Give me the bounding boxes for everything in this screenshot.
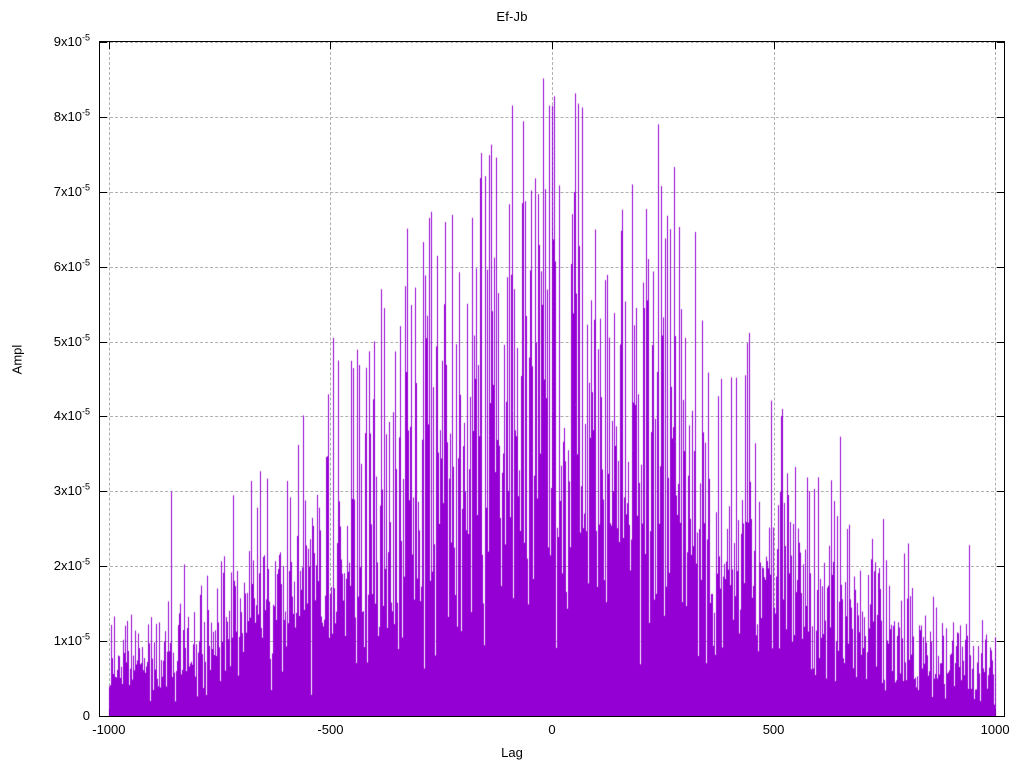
- chart-title: Ef-Jb: [496, 9, 528, 24]
- x-tick-label: 0: [548, 722, 556, 737]
- y-tick-label: 7x10-5: [53, 182, 90, 199]
- y-tick-label: 9x10-5: [53, 32, 90, 49]
- x-tick-label: 500: [762, 722, 785, 737]
- x-tick-label: 1000: [980, 722, 1010, 737]
- y-tick-label: 6x10-5: [53, 257, 90, 274]
- x-axis-title: Lag: [501, 745, 523, 760]
- y-tick-label: 2x10-5: [53, 556, 90, 574]
- plot-area: [99, 41, 1005, 717]
- y-tick-mark: [100, 716, 107, 717]
- y-tick-label: 1x10-5: [53, 631, 90, 649]
- data-series-impulses: [100, 42, 1004, 716]
- y-tick-label: 3x10-5: [53, 482, 90, 499]
- y-tick-mark: [997, 716, 1004, 717]
- y-tick-label: 8x10-5: [53, 107, 90, 124]
- x-tick-label: -500: [317, 722, 344, 737]
- y-tick-label: 5x10-5: [53, 332, 90, 349]
- y-tick-label: 4x10-5: [53, 407, 90, 424]
- y-tick-label: 0: [82, 708, 90, 723]
- x-tick-label: -1000: [92, 722, 126, 737]
